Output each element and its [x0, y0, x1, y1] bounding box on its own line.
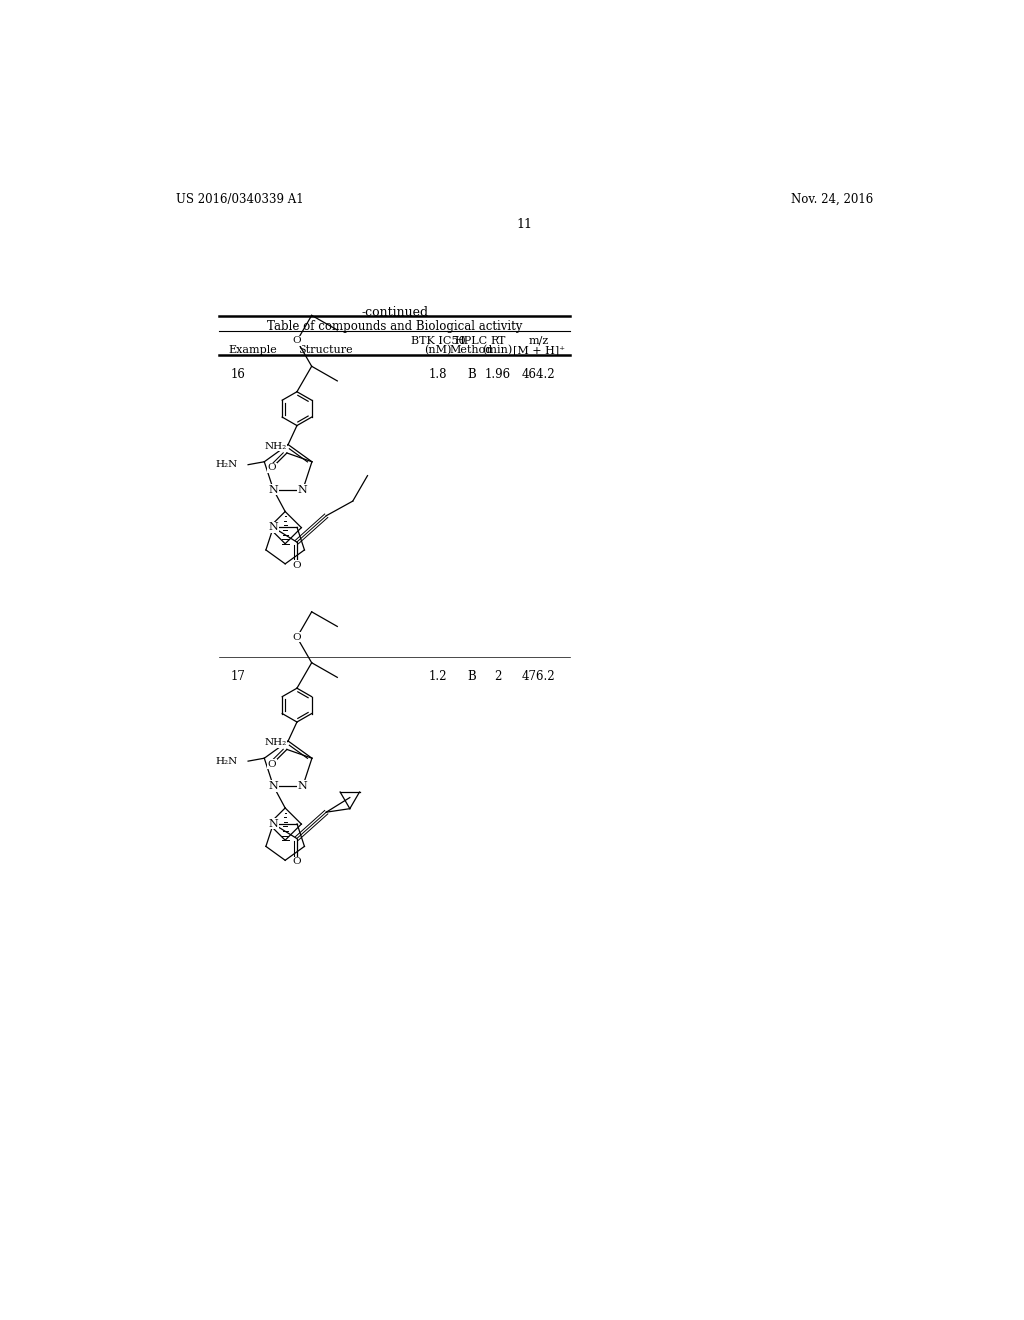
Text: HPLC: HPLC — [455, 335, 487, 346]
Text: 16: 16 — [230, 368, 245, 381]
Text: 1.96: 1.96 — [484, 368, 511, 381]
Text: -continued: -continued — [361, 306, 428, 319]
Text: (nM): (nM) — [424, 345, 452, 355]
Text: B: B — [467, 368, 476, 381]
Text: RT: RT — [490, 335, 506, 346]
Text: O: O — [293, 858, 301, 866]
Text: 2: 2 — [494, 671, 502, 684]
Text: 476.2: 476.2 — [522, 671, 556, 684]
Text: 464.2: 464.2 — [522, 368, 556, 381]
Text: N: N — [268, 523, 279, 532]
Text: Nov. 24, 2016: Nov. 24, 2016 — [792, 193, 873, 206]
Text: H₂N: H₂N — [215, 756, 238, 766]
Text: N: N — [268, 818, 279, 829]
Text: m/z: m/z — [528, 335, 549, 346]
Text: 1.8: 1.8 — [429, 368, 447, 381]
Text: N: N — [268, 781, 279, 791]
Text: US 2016/0340339 A1: US 2016/0340339 A1 — [176, 193, 304, 206]
Text: 11: 11 — [517, 218, 532, 231]
Text: BTK IC50: BTK IC50 — [411, 335, 465, 346]
Text: N: N — [268, 484, 279, 495]
Text: NH₂: NH₂ — [264, 738, 287, 747]
Text: O: O — [293, 337, 301, 346]
Text: N: N — [298, 781, 308, 791]
Text: Example: Example — [228, 345, 278, 355]
Text: O: O — [268, 759, 276, 768]
Text: B: B — [467, 671, 476, 684]
Text: NH₂: NH₂ — [264, 442, 287, 450]
Text: H₂N: H₂N — [215, 461, 238, 469]
Text: Table of compounds and Biological activity: Table of compounds and Biological activi… — [267, 321, 522, 333]
Text: N: N — [298, 484, 308, 495]
Text: Method: Method — [450, 345, 493, 355]
Text: 17: 17 — [230, 671, 245, 684]
Text: O: O — [293, 561, 301, 570]
Text: O: O — [268, 463, 276, 473]
Text: 1.2: 1.2 — [429, 671, 447, 684]
Text: O: O — [293, 632, 301, 642]
Text: [M + H]⁺: [M + H]⁺ — [513, 345, 565, 355]
Text: (min): (min) — [482, 345, 513, 355]
Text: Structure: Structure — [298, 345, 353, 355]
